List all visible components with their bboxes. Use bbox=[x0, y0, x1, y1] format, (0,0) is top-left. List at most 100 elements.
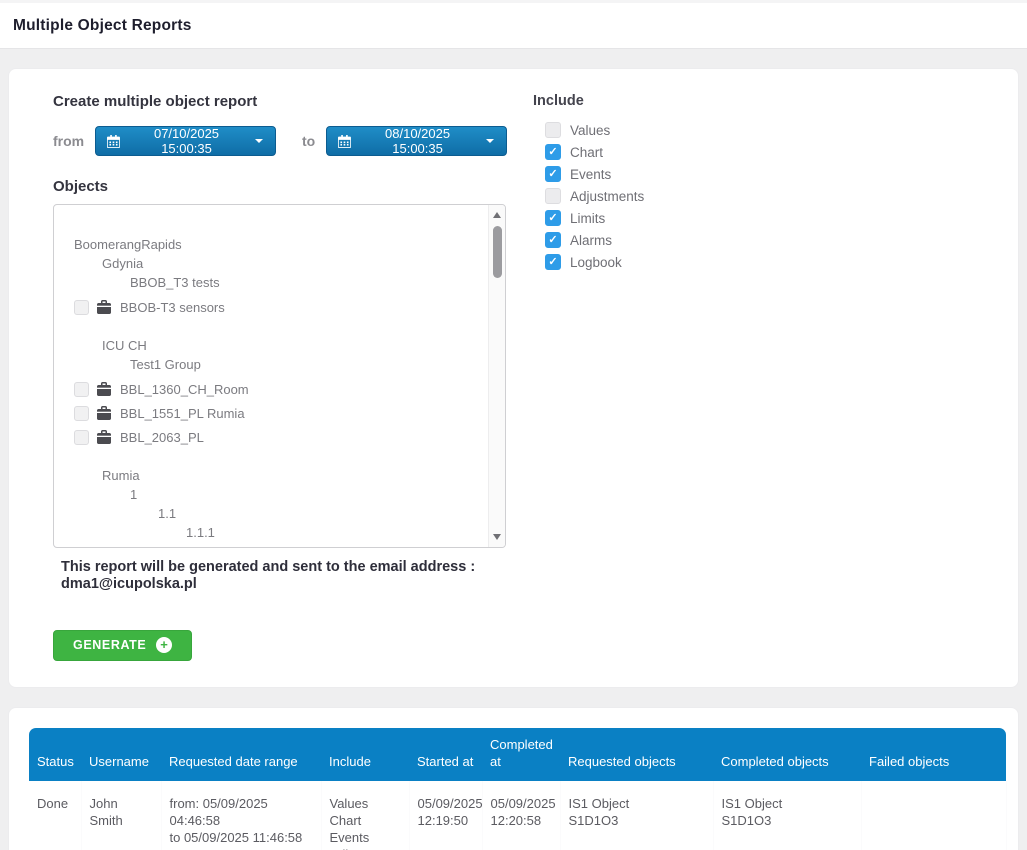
column-header-status: Status bbox=[29, 727, 81, 781]
cell-completed-objects: IS1 Object S1D1O3 bbox=[713, 780, 862, 850]
to-date-value: 08/10/2025 15:00:35 bbox=[385, 126, 451, 156]
tree-object-row[interactable]: BBL_1551_PL Rumia bbox=[74, 404, 485, 422]
tree-group-row[interactable]: BBOB_T3 tests bbox=[130, 273, 485, 292]
tree-object-label: BBL_1551_PL Rumia bbox=[120, 405, 245, 421]
include-option-values[interactable]: Values bbox=[545, 122, 644, 138]
check-icon: ✓ bbox=[548, 255, 558, 268]
tree-object-row[interactable]: BBL_2063_PL bbox=[74, 428, 485, 446]
object-checkbox-unchecked[interactable] bbox=[74, 429, 89, 445]
tree-group-label: Rumia bbox=[102, 468, 140, 483]
form-left-column: Create multiple object report from 07/10… bbox=[35, 93, 507, 661]
cell-status: Done bbox=[29, 780, 82, 850]
chevron-down-icon bbox=[486, 139, 494, 143]
email-note: This report will be generated and sent t… bbox=[61, 559, 507, 594]
include-heading: Include bbox=[533, 93, 584, 109]
to-date-button[interactable]: 08/10/2025 15:00:35 bbox=[326, 126, 507, 156]
include-column: Include Values ✓ Chart ✓ Events Adjustme… bbox=[533, 93, 644, 661]
tree-object-label: BBOB-T3 sensors bbox=[120, 299, 225, 315]
column-header-failed-objects: Failed objects bbox=[861, 727, 1006, 781]
object-checkbox-unchecked[interactable] bbox=[74, 299, 89, 315]
tree-object-row[interactable]: BBOB-T3 sensors bbox=[74, 298, 485, 316]
checkbox-checked[interactable]: ✓ bbox=[545, 210, 561, 226]
tree-group-label: BoomerangRapids bbox=[74, 237, 182, 252]
from-date-button[interactable]: 07/10/2025 15:00:35 bbox=[95, 126, 276, 156]
checkbox-unchecked[interactable] bbox=[545, 188, 561, 204]
briefcase-icon bbox=[97, 300, 111, 314]
tree-group-label: ICU CH bbox=[102, 338, 147, 353]
column-header-include: Include bbox=[321, 727, 409, 781]
checkbox-checked[interactable]: ✓ bbox=[545, 144, 561, 160]
tree-group-row[interactable]: 1.1.1 bbox=[186, 523, 485, 542]
checkbox-checked[interactable]: ✓ bbox=[545, 166, 561, 182]
plus-circle-icon: + bbox=[156, 637, 173, 654]
tree-object-label: BBL_1360_CH_Room bbox=[120, 381, 249, 397]
checkbox-checked[interactable]: ✓ bbox=[545, 254, 561, 270]
scroll-down-icon[interactable] bbox=[493, 534, 501, 540]
scrollbar-thumb[interactable] bbox=[493, 226, 502, 278]
page-title: Multiple Object Reports bbox=[13, 16, 192, 34]
to-label: to bbox=[301, 133, 316, 149]
tree-group-row[interactable]: ICU CH bbox=[102, 336, 485, 355]
tree-group-label: 1 bbox=[130, 487, 138, 502]
chevron-down-icon bbox=[254, 139, 263, 143]
cell-username: John Smith bbox=[81, 780, 162, 850]
tree-group-row[interactable]: BoomerangRapids bbox=[74, 235, 485, 254]
include-option-label: Adjustments bbox=[570, 188, 645, 204]
include-option-adjustments[interactable]: Adjustments bbox=[545, 188, 644, 204]
include-option-label: Chart bbox=[570, 144, 604, 160]
tree-group-row[interactable]: 1.1 bbox=[158, 504, 485, 523]
date-range-row: from 07/10/2025 15:00:35 to 08/10/2025 bbox=[53, 126, 507, 156]
objects-label: Objects bbox=[53, 178, 109, 195]
tree-scrollbar[interactable] bbox=[488, 205, 505, 547]
reports-history-card: Status Username Requested date range Inc… bbox=[8, 706, 1019, 850]
checkbox-unchecked[interactable] bbox=[545, 122, 561, 138]
email-address: dma1@icupolska.pl bbox=[61, 576, 197, 593]
reports-table: Status Username Requested date range Inc… bbox=[29, 727, 1007, 850]
objects-tree[interactable]: BoomerangRapids Gdynia BBOB_T3 tests BBO… bbox=[53, 204, 506, 548]
tree-object-row[interactable]: BBL_1360_CH_Room bbox=[74, 380, 485, 398]
from-date-value: 07/10/2025 15:00:35 bbox=[153, 126, 220, 156]
include-option-chart[interactable]: ✓ Chart bbox=[545, 144, 644, 160]
checkbox-checked[interactable]: ✓ bbox=[545, 232, 561, 248]
include-option-label: Limits bbox=[570, 210, 606, 226]
tree-group-row[interactable]: Rumia bbox=[102, 466, 485, 485]
page-header: Multiple Object Reports bbox=[0, 0, 1027, 49]
tree-group-label: BBOB_T3 tests bbox=[130, 275, 220, 290]
object-checkbox-unchecked[interactable] bbox=[74, 405, 89, 421]
tree-object-label: BBL_2063_PL bbox=[120, 429, 204, 445]
generate-button[interactable]: GENERATE + bbox=[53, 629, 193, 661]
column-header-completed-objects: Completed objects bbox=[713, 727, 861, 781]
from-label: from bbox=[53, 133, 85, 149]
check-icon: ✓ bbox=[548, 233, 558, 246]
include-option-alarms[interactable]: ✓ Alarms bbox=[545, 232, 644, 248]
column-header-requested-objects: Requested objects bbox=[560, 727, 713, 781]
email-note-line1: This report will be generated and sent t… bbox=[61, 559, 476, 575]
cell-requested-date-range: from: 05/09/2025 04:46:58 to 05/09/2025 … bbox=[161, 780, 322, 850]
tree-group-label: Test1 Group bbox=[130, 357, 201, 372]
column-header-completed-at: Completed at bbox=[482, 727, 560, 781]
cell-include: Values Chart Events Adjustments bbox=[321, 780, 410, 850]
tree-group-row[interactable]: Gdynia bbox=[102, 254, 485, 273]
check-icon: ✓ bbox=[548, 211, 558, 224]
briefcase-icon bbox=[97, 430, 111, 444]
tree-group-row[interactable]: Test1 Group bbox=[130, 355, 485, 374]
form-heading: Create multiple object report bbox=[53, 93, 258, 110]
column-header-requested-date-range: Requested date range bbox=[161, 727, 321, 781]
scroll-up-icon[interactable] bbox=[493, 212, 501, 218]
tree-group-label: Gdynia bbox=[102, 256, 144, 271]
include-option-limits[interactable]: ✓ Limits bbox=[545, 210, 644, 226]
include-option-label: Values bbox=[570, 122, 611, 138]
include-option-logbook[interactable]: ✓ Logbook bbox=[545, 254, 644, 270]
cell-completed-at: 05/09/2025 12:20:58 bbox=[482, 780, 561, 850]
tree-spacer bbox=[74, 452, 485, 466]
table-header-row: Status Username Requested date range Inc… bbox=[29, 727, 1006, 781]
generate-label: GENERATE bbox=[73, 638, 147, 653]
cell-started-at: 05/09/2025 12:19:50 bbox=[409, 780, 483, 850]
tree-group-row[interactable]: 1 bbox=[130, 485, 485, 504]
tree-group-label: 1.1 bbox=[158, 506, 177, 521]
include-option-events[interactable]: ✓ Events bbox=[545, 166, 644, 182]
tree-spacer bbox=[74, 322, 485, 336]
table-row: Done John Smith from: 05/09/2025 04:46:5… bbox=[29, 780, 1007, 850]
object-checkbox-unchecked[interactable] bbox=[74, 381, 89, 397]
tree-group-label: 1.1.1 bbox=[186, 525, 215, 540]
